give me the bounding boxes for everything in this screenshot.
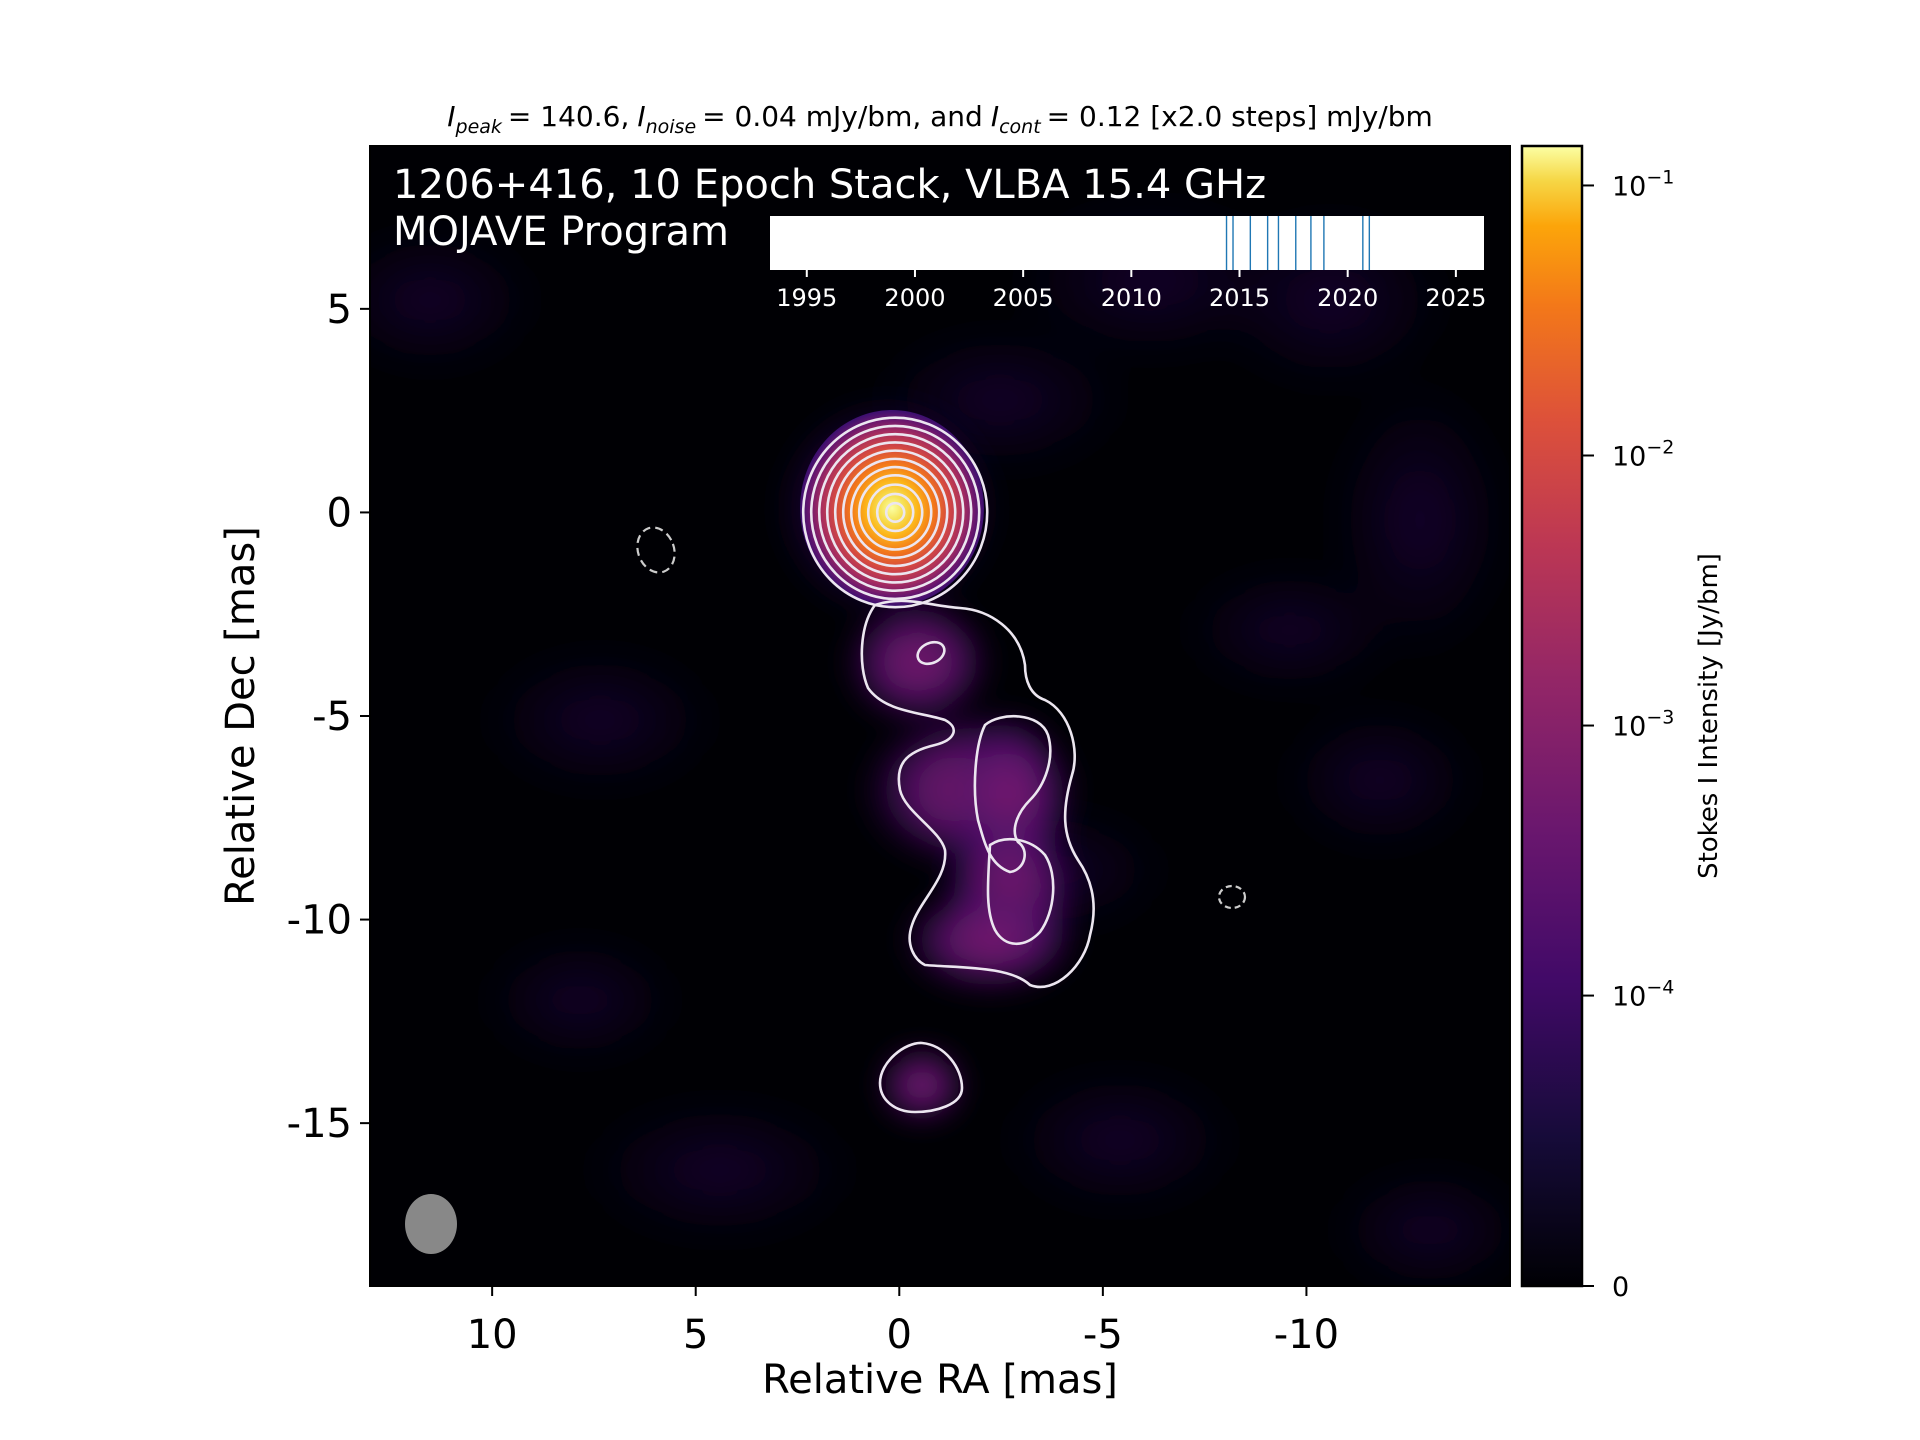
x-tick-label: -10 (1274, 1312, 1339, 1358)
contour-jet-upper (973, 714, 1052, 874)
colorbar-tick-label: 10−1 (1612, 166, 1674, 202)
contour-core-ring (841, 457, 949, 568)
core-contours (801, 416, 989, 609)
contour-core-ring (857, 474, 933, 551)
restoring-beam (405, 1194, 457, 1254)
timeline-tick-label: 2015 (1209, 284, 1270, 312)
y-tick-label: -5 (312, 694, 352, 740)
inner-jet-emission (843, 597, 993, 727)
image-plot: 1206+416, 10 Epoch Stack, VLBA 15.4 GHz … (369, 145, 1511, 1287)
timeline-epochs (1225, 216, 1371, 270)
timeline-box (770, 216, 1484, 270)
x-tick-label: -5 (1083, 1312, 1123, 1358)
y-tick-label: 0 (327, 490, 352, 536)
y-axis: 5 0 -5 -10 -15 (287, 287, 370, 1147)
y-tick-label: -15 (287, 1101, 352, 1147)
contour-core-ring (825, 441, 965, 584)
x-axis: 10 5 0 -5 -10 (467, 1286, 1339, 1358)
contour-core-ring (875, 492, 915, 533)
contour-jet-outer (860, 599, 1095, 989)
contour-core-ring (801, 416, 989, 609)
colorbar-tick-label: 0 (1612, 1272, 1629, 1303)
x-tick-label: 10 (467, 1312, 518, 1358)
negative-contour-right (1217, 884, 1247, 910)
x-tick-label: 0 (887, 1312, 912, 1358)
contour-core-ring (866, 483, 924, 542)
overlay-title-line2: MOJAVE Program (393, 209, 729, 255)
y-tick-label: 5 (327, 287, 352, 333)
x-axis-label: Relative RA [mas] (762, 1357, 1118, 1403)
chart-title: Ipeak = 140.6, Inoise = 0.04 mJy/bm, and Ico… (447, 100, 1433, 138)
y-axis-label: Relative Dec [mas] (218, 526, 264, 906)
colorbar-tick-label: 10−2 (1612, 437, 1674, 473)
outer-knot-emission (877, 1045, 967, 1125)
timeline-tick-label: 2020 (1317, 284, 1378, 312)
colorbar-gradient (1520, 144, 1584, 1288)
contours (636, 416, 1247, 1114)
contour-outer-knot (878, 1041, 964, 1114)
contour-core-ring (884, 501, 906, 523)
epoch-timeline: 1995 2000 2005 2010 2015 2020 2025 (770, 216, 1486, 312)
contour-core-ring (809, 424, 981, 601)
overlay-title-line1: 1206+416, 10 Epoch Stack, VLBA 15.4 GHz (393, 162, 1266, 208)
timeline-tick-label: 1995 (776, 284, 837, 312)
negative-contour-left (636, 526, 676, 574)
colorbar-tick-label: 10−3 (1612, 707, 1674, 743)
colorbar: 10−1 10−2 10−3 10−4 0 Stokes I Intensity [Jy… (1520, 144, 1724, 1303)
colorbar-label: Stokes I Intensity [Jy/bm] (1694, 553, 1724, 879)
contour-inner-knot (916, 640, 946, 666)
timeline-tick-label: 2005 (993, 284, 1054, 312)
contour-jet-lower (986, 838, 1055, 946)
timeline-tick-label: 2010 (1101, 284, 1162, 312)
colorbar-ticks: 10−1 10−2 10−3 10−4 0 (1582, 166, 1674, 1303)
contour-core-ring (817, 432, 973, 593)
timeline-tick-label: 2025 (1425, 284, 1486, 312)
x-tick-label: 5 (683, 1312, 708, 1358)
y-tick-label: -10 (287, 898, 352, 944)
timeline-ticks: 1995 2000 2005 2010 2015 2020 2025 (776, 270, 1486, 312)
contour-core-ring (833, 449, 957, 576)
colorbar-tick-label: 10−4 (1612, 977, 1674, 1013)
timeline-tick-label: 2000 (884, 284, 945, 312)
contour-core-ring (849, 465, 941, 560)
